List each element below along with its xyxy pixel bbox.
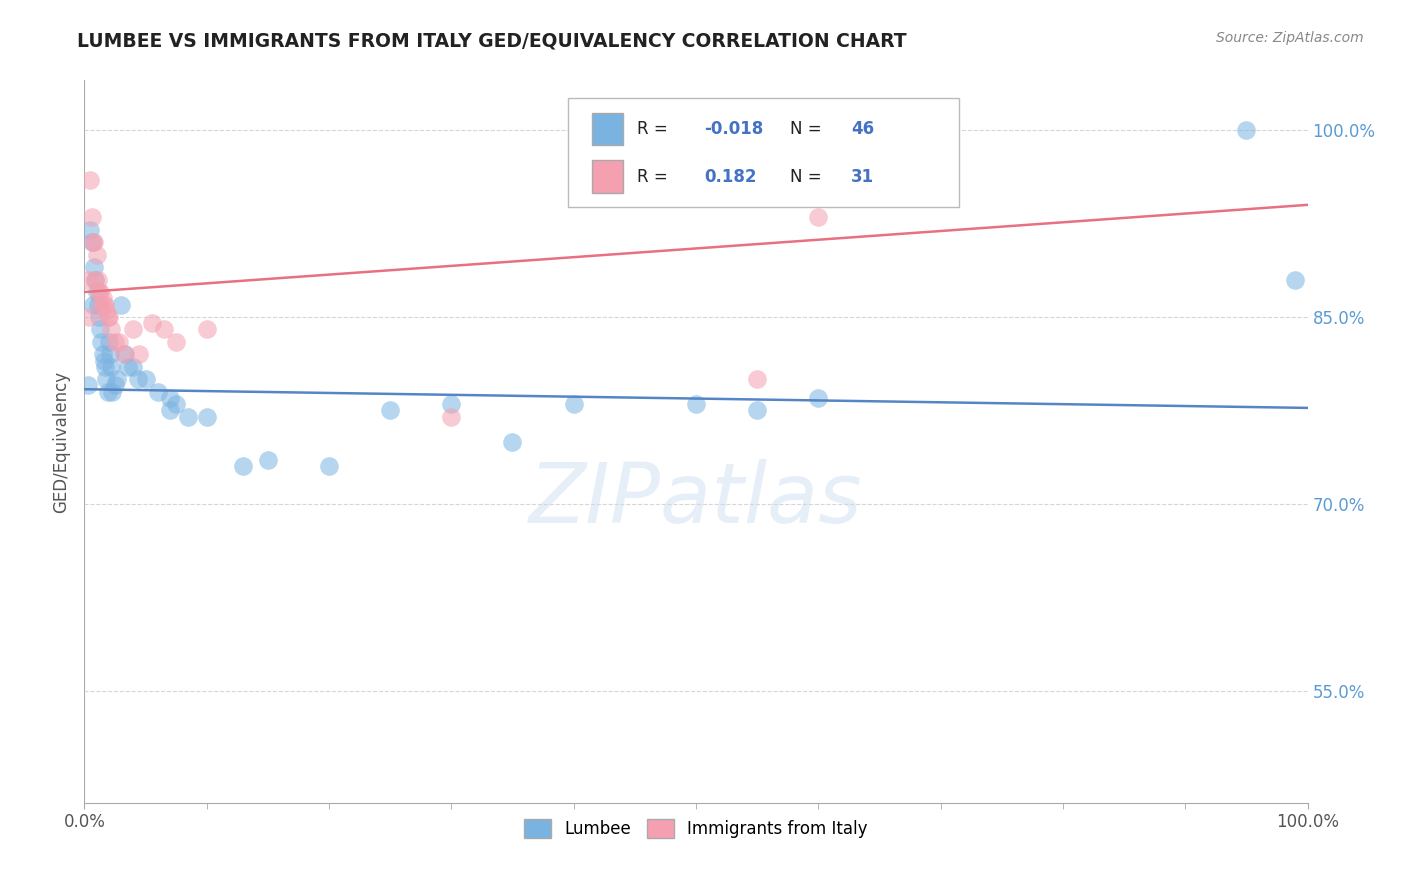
Point <box>97 310 120 324</box>
Text: ZIPatlas: ZIPatlas <box>529 458 863 540</box>
Point <box>87 310 110 324</box>
Point <box>83 260 105 274</box>
Point <box>122 359 145 374</box>
Point <box>1236 123 1258 137</box>
Point <box>89 285 111 299</box>
Point <box>159 391 181 405</box>
Point <box>562 397 585 411</box>
Point <box>93 297 115 311</box>
Text: 46: 46 <box>851 120 875 138</box>
Point <box>87 285 110 299</box>
Point <box>107 334 129 349</box>
Point <box>77 310 100 324</box>
Point <box>165 334 187 349</box>
Point <box>127 372 149 386</box>
Point <box>165 397 187 411</box>
Point <box>440 397 463 411</box>
Point <box>104 334 127 349</box>
Point <box>128 347 150 361</box>
Point <box>440 409 463 424</box>
Point <box>807 391 830 405</box>
Point <box>89 322 111 336</box>
Text: Source: ZipAtlas.com: Source: ZipAtlas.com <box>1216 31 1364 45</box>
Point <box>80 211 103 225</box>
Point <box>380 403 402 417</box>
Point <box>1284 272 1306 286</box>
FancyBboxPatch shape <box>592 161 623 193</box>
Text: LUMBEE VS IMMIGRANTS FROM ITALY GED/EQUIVALENCY CORRELATION CHART: LUMBEE VS IMMIGRANTS FROM ITALY GED/EQUI… <box>77 31 907 50</box>
Point <box>79 173 101 187</box>
Point <box>257 453 280 467</box>
Point <box>96 372 118 386</box>
Point <box>105 372 128 386</box>
Point <box>122 322 145 336</box>
Point <box>77 378 100 392</box>
Point <box>82 297 104 311</box>
Point <box>84 272 107 286</box>
Text: R =: R = <box>637 120 673 138</box>
Point <box>87 297 110 311</box>
Text: 0.182: 0.182 <box>704 168 756 186</box>
Point <box>104 378 127 392</box>
Point <box>135 372 157 386</box>
Point <box>86 248 108 262</box>
Point <box>77 272 100 286</box>
Legend: Lumbee, Immigrants from Italy: Lumbee, Immigrants from Italy <box>517 813 875 845</box>
Point <box>100 322 122 336</box>
Point <box>114 347 136 361</box>
FancyBboxPatch shape <box>592 113 623 145</box>
Text: N =: N = <box>790 168 827 186</box>
Point <box>80 235 103 250</box>
Point <box>98 347 121 361</box>
Y-axis label: GED/Equivalency: GED/Equivalency <box>52 370 70 513</box>
Point <box>153 322 176 336</box>
Point <box>97 384 120 399</box>
Point <box>318 459 340 474</box>
Point <box>110 297 132 311</box>
Point <box>97 334 120 349</box>
Point <box>100 359 122 374</box>
Point <box>87 272 110 286</box>
Point <box>112 347 135 361</box>
Point <box>97 310 120 324</box>
Point <box>141 316 163 330</box>
Point <box>90 297 112 311</box>
Point <box>159 403 181 417</box>
Point <box>82 235 104 250</box>
Point <box>747 372 769 386</box>
Point <box>502 434 524 449</box>
Point <box>101 384 124 399</box>
Point <box>232 459 254 474</box>
Point <box>84 272 107 286</box>
Point <box>807 211 830 225</box>
Point <box>79 223 101 237</box>
Point <box>91 291 114 305</box>
Point <box>195 322 218 336</box>
Point <box>86 285 108 299</box>
Point <box>93 353 115 368</box>
Text: N =: N = <box>790 120 827 138</box>
Point <box>685 397 707 411</box>
Point <box>146 384 169 399</box>
Point <box>96 303 118 318</box>
Point <box>177 409 200 424</box>
Point <box>94 297 117 311</box>
Text: -0.018: -0.018 <box>704 120 763 138</box>
Point <box>90 334 112 349</box>
Text: R =: R = <box>637 168 673 186</box>
Point <box>83 235 105 250</box>
Point <box>91 347 114 361</box>
Point <box>747 403 769 417</box>
FancyBboxPatch shape <box>568 98 959 207</box>
Text: 31: 31 <box>851 168 875 186</box>
Point <box>94 359 117 374</box>
Point <box>195 409 218 424</box>
Point <box>117 359 139 374</box>
